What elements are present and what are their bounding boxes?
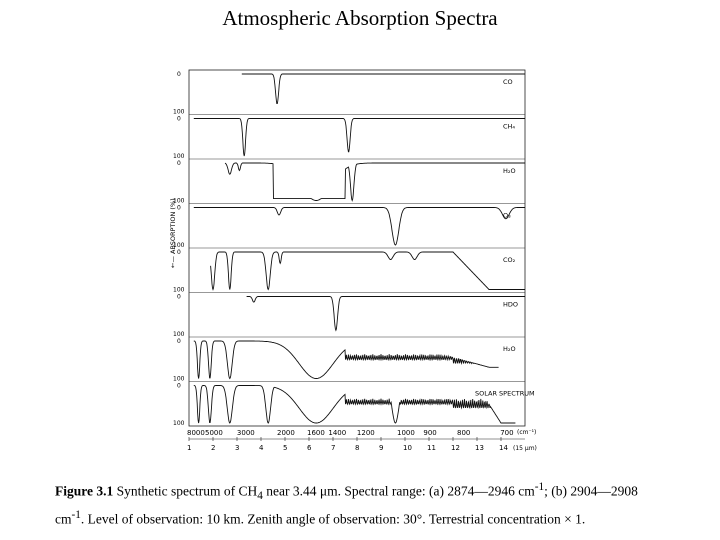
- caption-text-1: Synthetic spectrum of CH: [113, 483, 258, 499]
- wavenumber-tick-label: 700: [500, 429, 513, 437]
- wavelength-tick-label: 12: [451, 444, 460, 452]
- wavelength-unit: (15 μm): [513, 445, 537, 452]
- series-line-co: [241, 73, 525, 105]
- series-line-h2o: [224, 162, 525, 202]
- caption-text-4: cm: [55, 511, 72, 527]
- ytick-label-100: 100: [173, 109, 185, 116]
- wavenumber-tick-label: 5000: [205, 429, 223, 437]
- figure-caption: Figure 3.1 Synthetic spectrum of CH4 nea…: [55, 478, 675, 529]
- wavenumber-tick-label: 8000: [187, 429, 205, 437]
- series-label: HDO: [503, 301, 518, 309]
- wavelength-tick-label: 1: [187, 444, 191, 452]
- series-line-o3: [193, 207, 525, 246]
- wavelength-tick-label: 5: [283, 444, 287, 452]
- ytick-label-0: 0: [177, 294, 181, 301]
- series-line-h2o: [193, 340, 499, 380]
- wavelength-tick-label: 8: [355, 444, 359, 452]
- wavenumber-tick-label: 1000: [397, 429, 415, 437]
- wavelength-tick-label: 6: [307, 444, 312, 452]
- wavenumber-tick-label: 2000: [277, 429, 295, 437]
- ytick-label-0: 0: [177, 205, 181, 212]
- series-label: CO₂: [503, 256, 516, 264]
- ytick-label-0: 0: [177, 338, 181, 345]
- series-label: O₃: [503, 212, 511, 220]
- caption-superscript-1: -1: [534, 481, 545, 493]
- ytick-label-0: 0: [177, 160, 181, 167]
- wavelength-tick-label: 2: [211, 444, 215, 452]
- series-line-solar-spectrum: [193, 385, 516, 424]
- wavelength-tick-label: 13: [475, 444, 484, 452]
- ytick-label-0: 0: [177, 383, 181, 390]
- wavelength-tick-label: 11: [427, 444, 436, 452]
- wavenumber-tick-label: 800: [457, 429, 470, 437]
- ytick-label-0: 0: [177, 249, 181, 256]
- wavelength-tick-label: 7: [331, 444, 335, 452]
- page-title: Atmospheric Absorption Spectra: [222, 6, 498, 30]
- wavenumber-tick-label: 900: [423, 429, 436, 437]
- series-line-hdo: [246, 296, 525, 332]
- series-label: H₂O: [503, 167, 516, 175]
- spectra-chart: 0100CO0100CH₄0100H₂O0100O₃0100CO₂0100HDO…: [169, 69, 537, 452]
- ytick-label-100: 100: [173, 287, 185, 294]
- caption-text-5: . Level of observation: 10 km. Zenith an…: [80, 511, 586, 527]
- series-label: CH₄: [503, 123, 515, 131]
- series-line-ch4: [193, 118, 525, 157]
- ytick-label-0: 0: [177, 71, 181, 78]
- wavenumber-tick-label: 1400: [328, 429, 346, 437]
- series-label: SOLAR SPECTRUM: [475, 390, 535, 398]
- caption-text-2: near 3.44 μm. Spectral range: (a) 2874—2…: [262, 483, 535, 499]
- ytick-label-100: 100: [173, 376, 185, 383]
- series-line-co2: [210, 251, 525, 291]
- figure-label: Figure 3.1: [55, 483, 114, 499]
- wavelength-tick-label: 9: [379, 444, 383, 452]
- ytick-label-0: 0: [177, 116, 181, 123]
- y-axis-label: ←— ABSORPTION (%): [169, 198, 177, 268]
- wavenumber-unit: (cm⁻¹): [517, 429, 536, 436]
- wavelength-tick-label: 10: [403, 444, 412, 452]
- wavelength-tick-label: 3: [235, 444, 239, 452]
- wavelength-tick-label: 4: [259, 444, 264, 452]
- ytick-label-100: 100: [173, 198, 185, 205]
- ytick-label-100: 100: [173, 242, 185, 249]
- caption-text-3: ; (b) 2904—2908: [544, 483, 638, 499]
- absorption-spectra-figure: 0 100 CO 0 100 CH₄ 0 100 H₂O 0 100 O₃ 0 100 CO₂ 0 100 HDO…: [165, 60, 555, 472]
- ytick-label-100: 100: [173, 331, 185, 338]
- series-label: CO: [503, 78, 513, 86]
- caption-subscript: 4: [257, 490, 263, 503]
- wavenumber-tick-label: 3000: [237, 429, 255, 437]
- ytick-label-100: 100: [173, 420, 185, 427]
- wavenumber-tick-label: 1600: [307, 429, 325, 437]
- ytick-label-100: 100: [173, 153, 185, 160]
- series-label: H₂O: [503, 345, 516, 353]
- caption-superscript-2: -1: [71, 509, 81, 522]
- wavenumber-tick-label: 1200: [357, 429, 375, 437]
- wavelength-tick-label: 14: [499, 444, 508, 452]
